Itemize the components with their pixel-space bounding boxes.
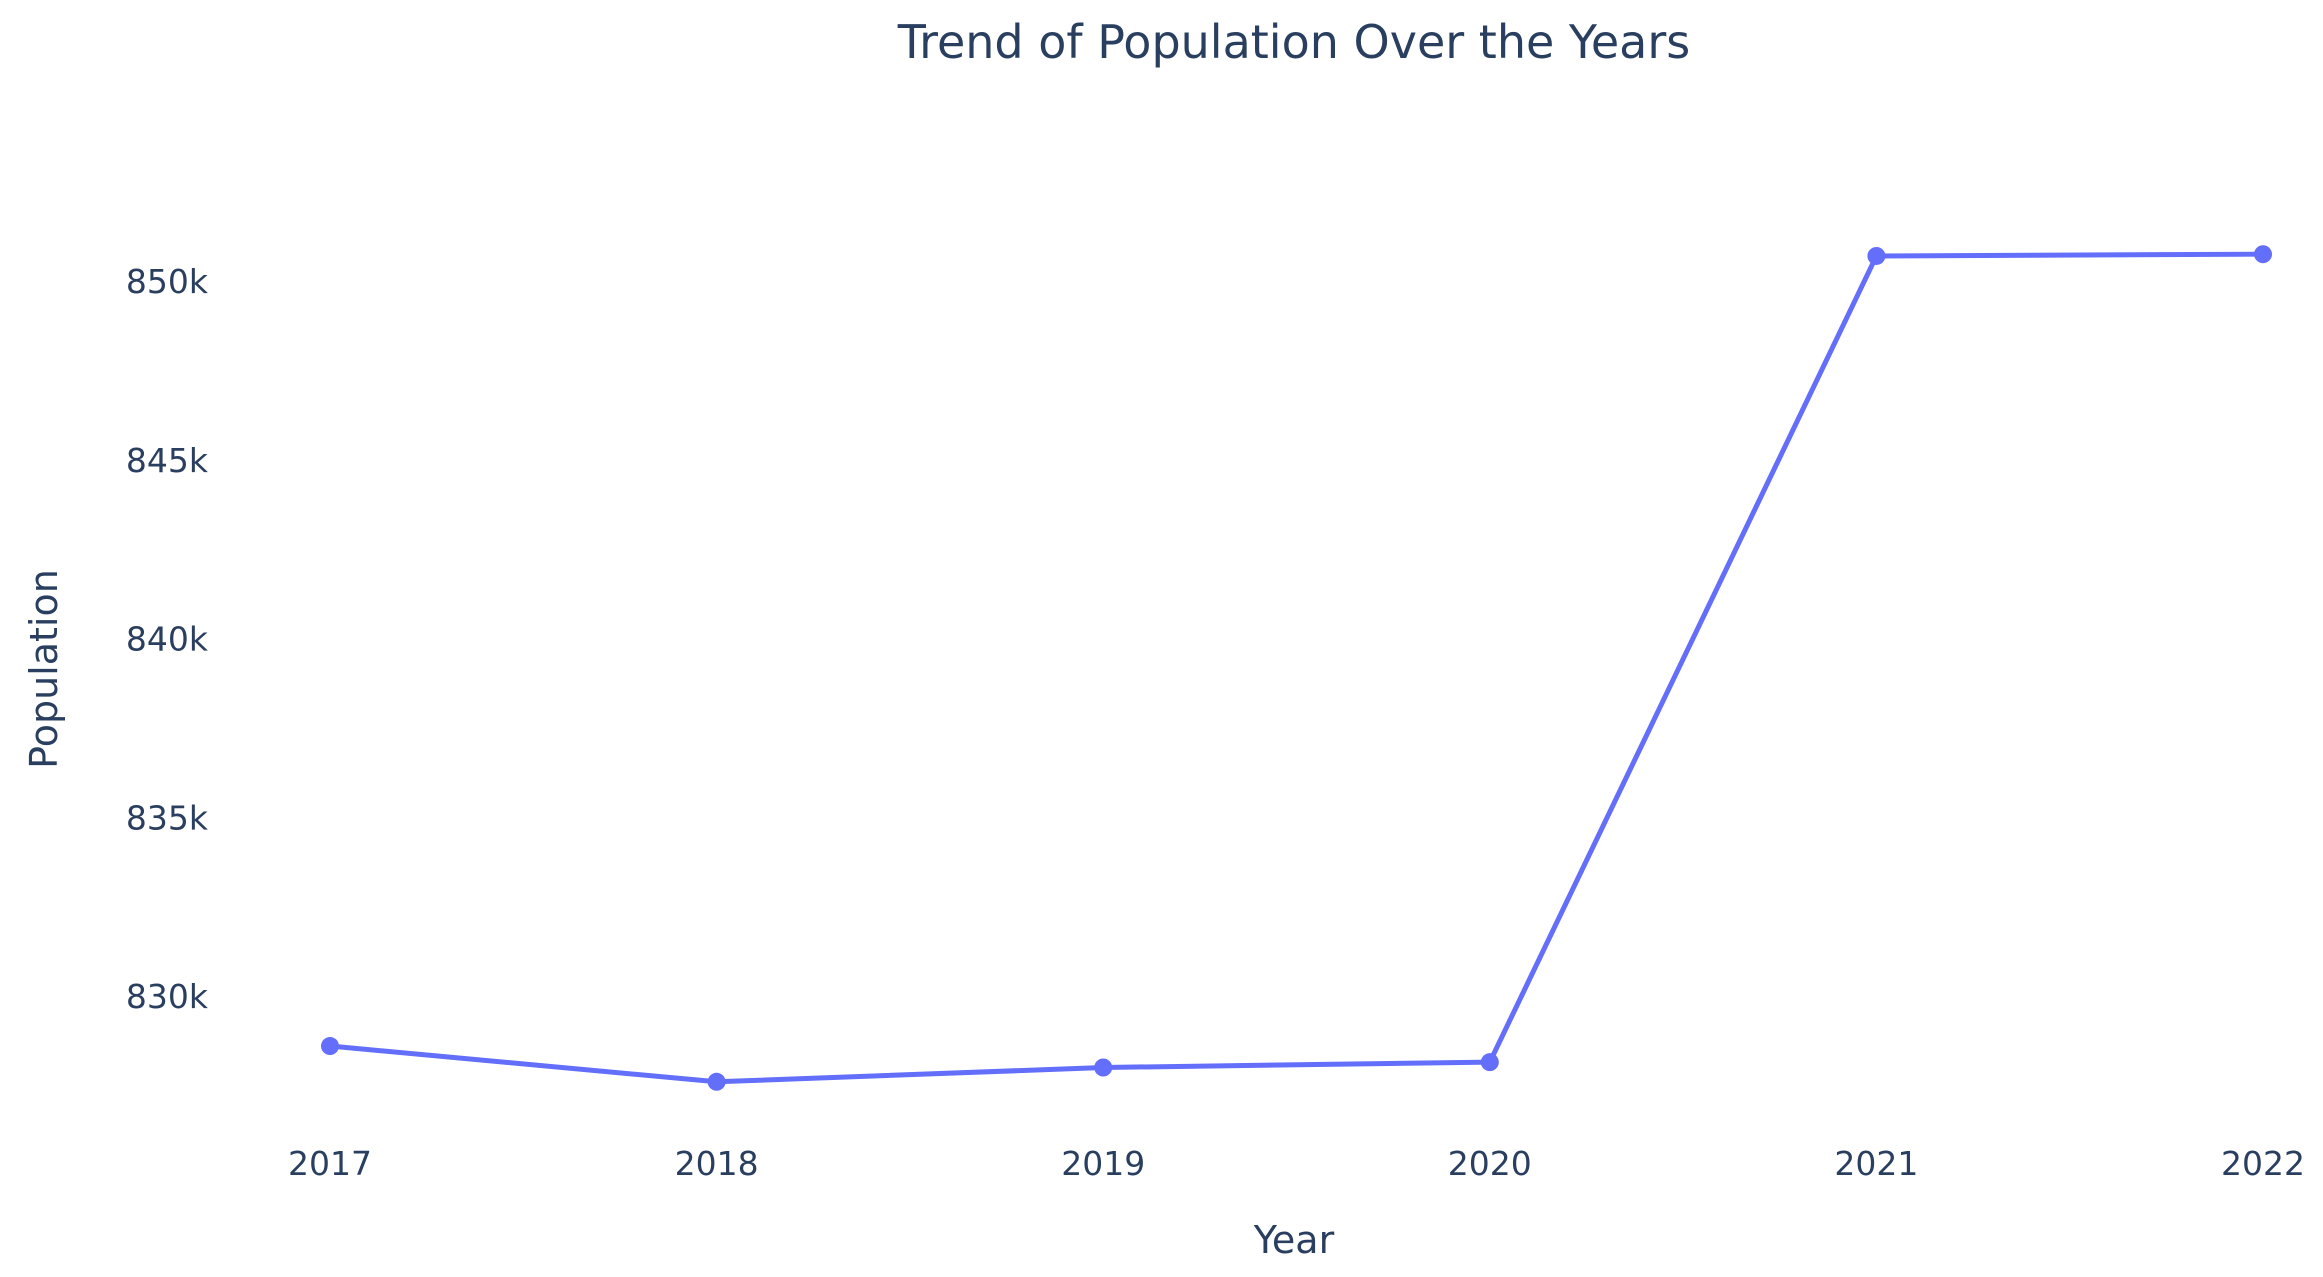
y-axis-title: Population — [22, 569, 66, 769]
y-tick-label: 840k — [126, 620, 209, 659]
x-axis-ticks: 2017 2018 2019 2020 2021 2022 — [288, 1144, 2305, 1183]
data-point — [707, 1072, 726, 1091]
data-point — [2254, 245, 2272, 264]
x-tick-label: 2021 — [1834, 1144, 1918, 1183]
data-point — [1867, 246, 1886, 265]
data-point — [1480, 1053, 1499, 1072]
x-tick-label: 2017 — [288, 1144, 372, 1183]
x-tick-label: 2018 — [675, 1144, 759, 1183]
x-tick-label: 2022 — [2221, 1144, 2305, 1183]
series-line — [329, 251, 2264, 1085]
y-tick-label: 830k — [126, 977, 209, 1016]
y-axis-ticks: 830k 835k 840k 845k 850k — [126, 262, 209, 1016]
y-tick-label: 850k — [126, 262, 209, 301]
x-tick-label: 2019 — [1061, 1144, 1145, 1183]
series-layer — [321, 245, 2272, 1091]
y-tick-label: 845k — [126, 441, 209, 480]
data-point — [321, 1037, 339, 1056]
x-tick-label: 2020 — [1448, 1144, 1532, 1183]
data-point — [1094, 1058, 1113, 1077]
chart-title: Trend of Population Over the Years — [897, 15, 1691, 69]
y-tick-label: 835k — [126, 798, 209, 837]
x-axis-title: Year — [1253, 1218, 1335, 1262]
